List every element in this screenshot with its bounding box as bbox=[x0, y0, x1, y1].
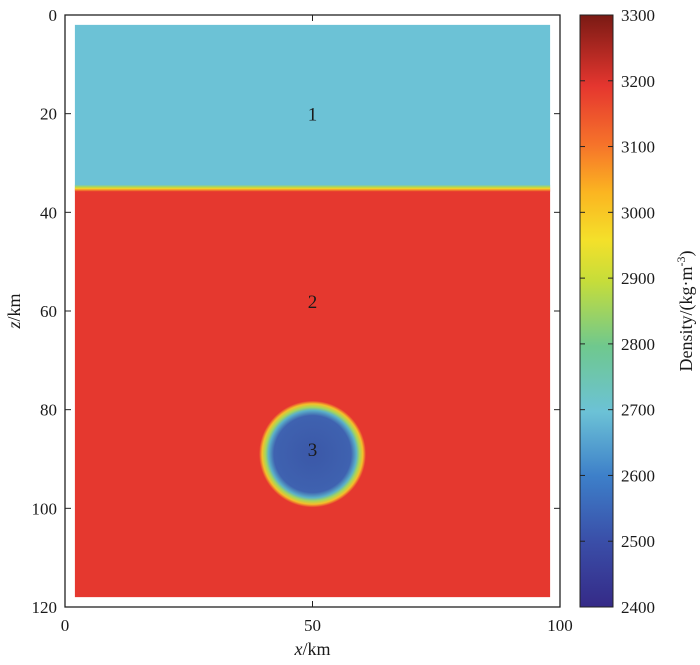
y-tick-label: 80 bbox=[40, 401, 57, 420]
y-tick-label: 60 bbox=[40, 302, 57, 321]
colorbar-tick-label: 2400 bbox=[621, 598, 655, 617]
x-axis-label: x/km bbox=[293, 639, 330, 659]
colorbar-tick-label: 3300 bbox=[621, 6, 655, 25]
colorbar-tick-label: 3100 bbox=[621, 138, 655, 157]
colorbar-tick-label: 2900 bbox=[621, 269, 655, 288]
colorbar-gradient bbox=[579, 14, 614, 608]
colorbar-label-main: Density/(kg·m bbox=[676, 267, 697, 372]
colorbar-label-sup: -3 bbox=[674, 257, 688, 267]
region-label-3: 3 bbox=[308, 440, 318, 461]
x-tick-label: 100 bbox=[547, 616, 573, 635]
y-axis-label-var: z bbox=[4, 322, 24, 330]
plot-area: 1 2 3 bbox=[74, 24, 551, 598]
colorbar-tick-label: 3200 bbox=[621, 72, 655, 91]
layer-interface-band bbox=[74, 184, 551, 192]
colorbar: 2400 2500 2600 2700 2800 2900 3000 3100 3200 3300… bbox=[579, 6, 697, 617]
y-axis-label-unit: /km bbox=[4, 293, 24, 321]
colorbar-tick-label: 3000 bbox=[621, 203, 655, 222]
colorbar-label: Density/(kg·m-3) bbox=[674, 251, 697, 372]
y-tick-label: 40 bbox=[40, 203, 57, 222]
colorbar-tick-label: 2600 bbox=[621, 466, 655, 485]
region-label-2: 2 bbox=[308, 292, 318, 313]
colorbar-tick-label: 2700 bbox=[621, 401, 655, 420]
y-tick-label: 20 bbox=[40, 105, 57, 124]
x-axis-label-unit: /km bbox=[302, 639, 330, 659]
anomaly-3-circle bbox=[259, 400, 366, 508]
colorbar-label-close: ) bbox=[676, 251, 697, 257]
x-axis-label-var: x bbox=[293, 639, 302, 659]
colorbar-tick-label: 2800 bbox=[621, 335, 655, 354]
layer-1-region bbox=[74, 24, 551, 188]
y-tick-label: 120 bbox=[32, 598, 58, 617]
region-label-1: 1 bbox=[308, 105, 318, 126]
layer-2-region bbox=[74, 187, 551, 598]
y-tick-label: 0 bbox=[49, 6, 58, 25]
y-axis-label: z/km bbox=[4, 293, 24, 329]
colorbar-tick-label: 2500 bbox=[621, 532, 655, 551]
x-tick-label: 0 bbox=[61, 616, 70, 635]
x-tick-label: 50 bbox=[304, 616, 321, 635]
y-tick-label: 100 bbox=[32, 499, 58, 518]
